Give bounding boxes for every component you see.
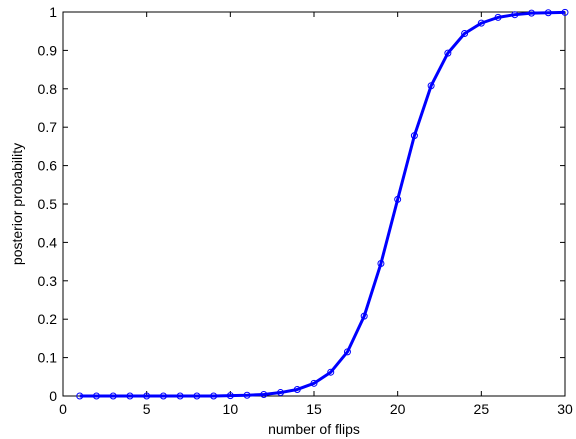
data-point: [327, 368, 335, 376]
y-tick-label: 0.8: [38, 81, 58, 97]
data-point: [293, 385, 301, 393]
data-point: [126, 392, 134, 400]
data-point: [109, 392, 117, 400]
data-point: [343, 348, 351, 356]
data-point: [394, 195, 402, 203]
data-point: [176, 392, 184, 400]
y-tick-label: 0.6: [38, 158, 58, 174]
x-tick-label: 0: [59, 401, 67, 417]
data-point: [528, 9, 536, 17]
y-axis-label: posterior probability: [9, 143, 25, 265]
data-point: [159, 392, 167, 400]
y-tick-label: 1: [49, 4, 57, 20]
data-point: [143, 392, 151, 400]
data-point: [92, 392, 100, 400]
data-point: [226, 392, 234, 400]
axis-ticks: 0 5 10 15 20 25 30 0 0.1 0.2 0.3 0.4 0.5 0.6 0.7 0.8 0.9…: [38, 4, 573, 417]
data-point: [277, 389, 285, 397]
x-tick-label: 15: [306, 401, 322, 417]
data-point: [310, 379, 318, 387]
y-tick-label: 0.2: [38, 311, 58, 327]
x-tick-label: 20: [390, 401, 406, 417]
data-point: [243, 391, 251, 399]
data-point: [210, 392, 218, 400]
y-tick-label: 0: [49, 388, 57, 404]
y-tick-label: 0.1: [38, 350, 58, 366]
data-point: [360, 312, 368, 320]
data-point: [544, 9, 552, 17]
y-tick-label: 0.3: [38, 273, 58, 289]
data-point: [193, 392, 201, 400]
data-point: [444, 49, 452, 57]
data-point: [561, 8, 569, 16]
x-tick-label: 30: [557, 401, 573, 417]
data-point: [427, 82, 435, 90]
data-point: [461, 30, 469, 38]
data-point: [377, 260, 385, 268]
series-layer: [76, 8, 569, 400]
data-point: [410, 132, 418, 140]
x-tick-label: 25: [474, 401, 490, 417]
x-axis-label: number of flips: [268, 421, 360, 437]
data-point: [260, 390, 268, 398]
data-point: [511, 11, 519, 19]
y-tick-label: 0.9: [38, 42, 58, 58]
y-tick-label: 0.5: [38, 196, 58, 212]
y-tick-label: 0.7: [38, 119, 58, 135]
data-point: [494, 13, 502, 21]
x-tick-label: 10: [223, 401, 239, 417]
plot-area: [62, 11, 566, 397]
x-tick-label: 5: [143, 401, 151, 417]
data-point: [76, 392, 84, 400]
y-tick-label: 0.4: [38, 234, 58, 250]
data-point: [477, 19, 485, 27]
